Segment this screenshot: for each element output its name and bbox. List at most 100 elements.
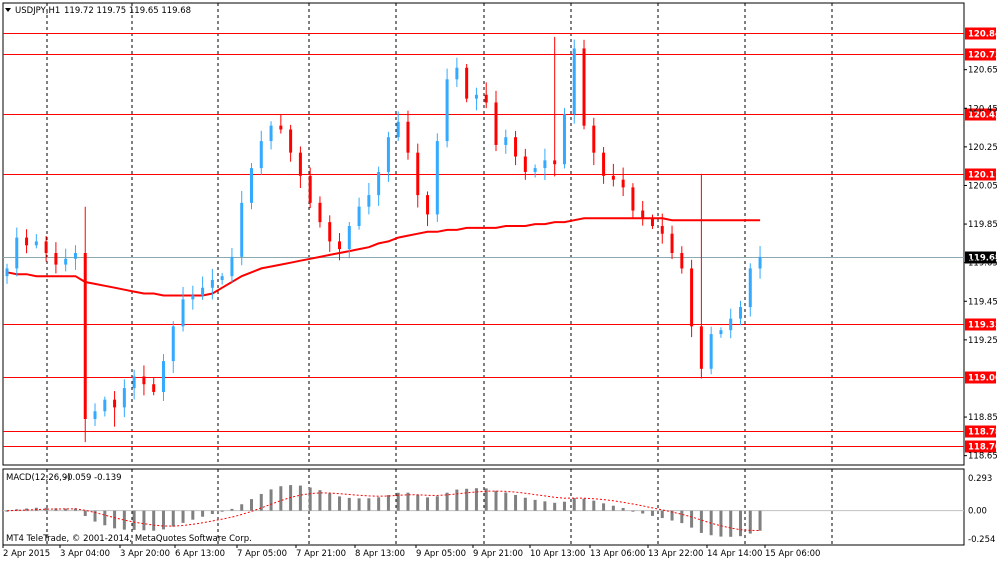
candle-body[interactable] (592, 125, 596, 153)
candle-body[interactable] (631, 187, 635, 211)
candle-body[interactable] (298, 152, 302, 176)
macd-bar (543, 501, 547, 511)
candle-body[interactable] (15, 237, 19, 269)
level-label-bg (965, 168, 996, 181)
candle-body[interactable] (142, 376, 146, 385)
level-label-bg (965, 27, 996, 40)
candle-body[interactable] (650, 218, 654, 226)
candle-body[interactable] (562, 114, 566, 165)
candle-body[interactable] (5, 268, 9, 277)
candle-body[interactable] (328, 222, 332, 242)
candle-body[interactable] (729, 318, 733, 331)
candle-body[interactable] (64, 258, 68, 265)
candle-body[interactable] (220, 276, 224, 281)
macd-tick-label: 0.293 (968, 474, 992, 484)
candle-body[interactable] (621, 179, 625, 188)
candle-body[interactable] (122, 388, 126, 408)
candle-body[interactable] (690, 268, 694, 327)
candle-body[interactable] (171, 326, 175, 362)
candle-body[interactable] (435, 141, 439, 215)
macd-bar (25, 508, 29, 511)
candle-body[interactable] (357, 206, 361, 226)
candle-body[interactable] (250, 168, 253, 203)
candle-body[interactable] (93, 411, 97, 419)
candle-body[interactable] (113, 399, 117, 408)
candle-body[interactable] (181, 299, 185, 327)
candle-body[interactable] (474, 94, 478, 99)
macd-bar (240, 504, 244, 511)
candle-body[interactable] (396, 121, 400, 138)
candle-body[interactable] (338, 241, 342, 250)
candle-body[interactable] (641, 210, 645, 219)
candle-body[interactable] (455, 67, 459, 80)
candle-body[interactable] (572, 48, 576, 115)
time-tick-label: 15 Apr 06:00 (765, 549, 820, 559)
candle-body[interactable] (426, 195, 430, 215)
candle-body[interactable] (553, 160, 557, 165)
candle-body[interactable] (103, 399, 107, 412)
macd-indicator (3, 485, 964, 537)
candle-body[interactable] (191, 295, 195, 300)
candle-body[interactable] (152, 384, 156, 392)
macd-bar (220, 510, 224, 512)
candle-body[interactable] (484, 94, 488, 103)
triangle-down-icon[interactable] (5, 8, 11, 12)
candle-body[interactable] (318, 202, 322, 223)
candle-body[interactable] (73, 253, 77, 259)
time-tick-label: 13 Apr 06:00 (590, 549, 645, 559)
candle-body[interactable] (719, 330, 723, 335)
candle-body[interactable] (611, 175, 615, 180)
candle-body[interactable] (758, 256, 762, 269)
candle-body[interactable] (377, 171, 381, 196)
candle-body[interactable] (504, 137, 508, 145)
macd-bar (328, 493, 332, 511)
candle-body[interactable] (582, 48, 586, 126)
candlesticks[interactable] (5, 36, 762, 443)
candle-body[interactable] (83, 253, 87, 419)
candle-body[interactable] (748, 268, 752, 308)
candle-body[interactable] (494, 102, 498, 145)
price-tick-label: 118.65 (968, 452, 998, 462)
time-tick-label: 2 Apr 2015 (3, 549, 50, 559)
macd-bar (171, 510, 175, 527)
price-axis: 120.65120.45120.25120.05119.85119.65119.… (964, 66, 998, 462)
candle-body[interactable] (416, 152, 420, 196)
candle-body[interactable] (523, 156, 527, 172)
candle-body[interactable] (259, 141, 263, 169)
candle-body[interactable] (34, 241, 38, 246)
candle-body[interactable] (308, 175, 312, 203)
candle-body[interactable] (132, 376, 136, 389)
candle-body[interactable] (367, 195, 371, 207)
candle-body[interactable] (44, 241, 48, 254)
macd-bar (5, 510, 9, 512)
candle-body[interactable] (699, 326, 703, 369)
candle-body[interactable] (533, 168, 537, 172)
macd-bar (484, 488, 488, 511)
candle-body[interactable] (201, 287, 205, 296)
candle-body[interactable] (709, 334, 713, 369)
candle-body[interactable] (54, 253, 58, 265)
level-label-bg (965, 108, 996, 121)
candle-body[interactable] (210, 280, 214, 288)
candle-body[interactable] (347, 225, 351, 250)
candle-body[interactable] (514, 137, 518, 157)
candle-body[interactable] (269, 125, 273, 142)
candle-body[interactable] (230, 256, 234, 277)
candle-body[interactable] (670, 233, 674, 254)
candle-body[interactable] (279, 125, 283, 130)
candle-body[interactable] (240, 202, 244, 257)
candle-body[interactable] (680, 253, 684, 269)
candle-body[interactable] (289, 129, 293, 153)
candle-body[interactable] (465, 67, 469, 99)
candle-body[interactable] (406, 121, 410, 153)
candle-body[interactable] (543, 160, 547, 169)
time-tick-label: 6 Apr 13:00 (175, 549, 225, 559)
candle-body[interactable] (386, 137, 390, 172)
candle-body[interactable] (25, 237, 29, 246)
candle-body[interactable] (445, 79, 449, 142)
candle-body[interactable] (602, 152, 606, 176)
candle-body[interactable] (739, 307, 742, 319)
candle-body[interactable] (660, 225, 664, 234)
candle-body[interactable] (161, 361, 165, 392)
